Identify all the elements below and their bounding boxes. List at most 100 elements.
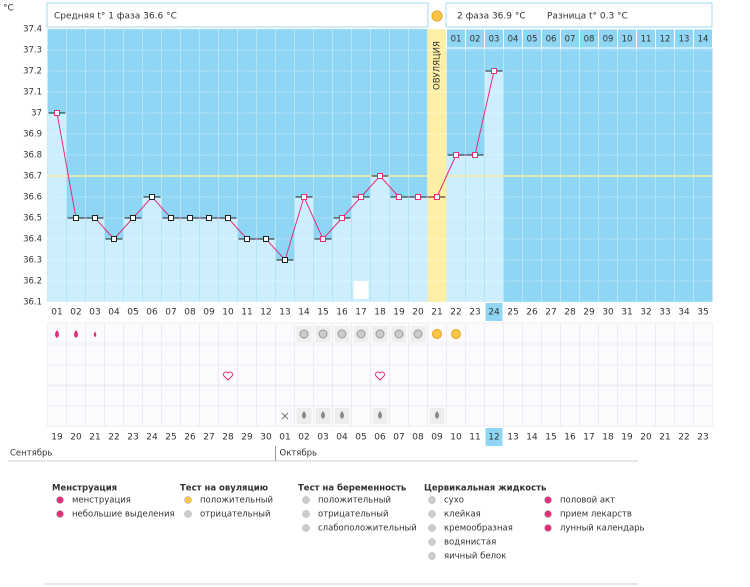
x-tick-label: 30 bbox=[602, 308, 614, 318]
date-label: 22 bbox=[108, 433, 119, 443]
temperature-bar bbox=[48, 113, 66, 302]
temperature-bar bbox=[124, 218, 142, 302]
temperature-bar bbox=[390, 197, 408, 302]
point bbox=[358, 194, 364, 200]
ovulation-label: ОВУЛЯЦИЯ bbox=[433, 41, 443, 90]
date-label: 25 bbox=[165, 433, 176, 443]
date-label: 08 bbox=[412, 433, 424, 443]
date-label: 04 bbox=[336, 433, 348, 443]
y-tick-label: 37.4 bbox=[23, 25, 42, 35]
date-label: 16 bbox=[564, 433, 576, 443]
legend-item: водянистая bbox=[444, 538, 496, 548]
legend-item: прием лекарств bbox=[560, 510, 632, 520]
temperature-bar bbox=[67, 218, 85, 302]
date-label: 13 bbox=[507, 433, 518, 443]
legend-icon bbox=[544, 496, 552, 504]
temperature-bar bbox=[485, 71, 503, 302]
date-label: 15 bbox=[545, 433, 556, 443]
x-tick-label: 07 bbox=[165, 308, 176, 318]
legend-icon bbox=[302, 524, 310, 532]
x-tick-label: 13 bbox=[279, 308, 290, 318]
point bbox=[415, 194, 421, 200]
x-tick-label: 35 bbox=[697, 308, 708, 318]
y-tick-label: 36.6 bbox=[23, 193, 42, 203]
month-label: Октябрь bbox=[280, 449, 318, 459]
temperature-bar bbox=[200, 218, 218, 302]
temperature-bar bbox=[86, 218, 104, 302]
date-label: 18 bbox=[602, 433, 614, 443]
y-unit: °C bbox=[3, 4, 14, 14]
legend-item: сухо bbox=[444, 496, 464, 506]
phase2-day: 01 bbox=[451, 35, 462, 45]
temperature-bar bbox=[143, 197, 161, 302]
date-label: 21 bbox=[89, 433, 100, 443]
date-label: 07 bbox=[393, 433, 404, 443]
point bbox=[320, 236, 326, 242]
x-tick-label: 01 bbox=[51, 308, 62, 318]
point bbox=[225, 215, 231, 221]
y-tick-label: 37.3 bbox=[23, 46, 42, 56]
date-label: 05 bbox=[355, 433, 366, 443]
legend-icon bbox=[184, 510, 192, 518]
phase2-cell bbox=[693, 28, 713, 49]
legend-icon bbox=[56, 510, 64, 518]
spotting-icon bbox=[93, 331, 97, 338]
x-tick-label: 19 bbox=[393, 308, 405, 318]
date-label: 02 bbox=[298, 433, 309, 443]
legend-item: отрицательный bbox=[318, 510, 388, 520]
menstruation-icon bbox=[55, 330, 59, 338]
date-label: 19 bbox=[51, 433, 63, 443]
x-tick-label: 23 bbox=[469, 308, 480, 318]
header-phase1 bbox=[46, 2, 429, 28]
y-tick-label: 36.5 bbox=[23, 214, 42, 224]
date-label: 01 bbox=[279, 433, 290, 443]
date-label: 17 bbox=[583, 433, 594, 443]
date-label: 12 bbox=[488, 433, 499, 443]
ovulation-test-negative bbox=[413, 329, 423, 339]
moon-box bbox=[353, 281, 369, 299]
symbol-row bbox=[47, 385, 713, 407]
y-tick-label: 37.1 bbox=[23, 88, 42, 98]
menstruation-icon bbox=[74, 330, 78, 338]
phase2-day: 05 bbox=[527, 35, 538, 45]
phase2-day: 14 bbox=[698, 35, 709, 45]
symbol-row bbox=[47, 344, 713, 366]
legend-title: Тест на овуляцию bbox=[180, 484, 268, 494]
x-tick-label: 03 bbox=[89, 308, 100, 318]
temperature-bar bbox=[447, 155, 465, 302]
date-label: 03 bbox=[317, 433, 328, 443]
x-tick-label: 21 bbox=[431, 308, 442, 318]
point bbox=[472, 152, 478, 158]
legend-icon bbox=[428, 552, 436, 560]
x-tick-label: 11 bbox=[241, 308, 252, 318]
point bbox=[263, 236, 269, 242]
date-label: 09 bbox=[431, 433, 443, 443]
ovulation-test-positive bbox=[451, 329, 461, 339]
date-label: 10 bbox=[450, 433, 462, 443]
temperature-bar bbox=[409, 197, 427, 302]
current-day-bg bbox=[485, 303, 503, 321]
legend-item: слабоположительный bbox=[318, 524, 417, 534]
header-phase2 bbox=[445, 2, 713, 28]
point bbox=[301, 194, 307, 200]
ovulation-test-negative bbox=[394, 329, 404, 339]
y-tick-label: 36.7 bbox=[23, 172, 42, 182]
date-label: 22 bbox=[678, 433, 689, 443]
month-label: Сентябрь bbox=[10, 449, 52, 459]
point bbox=[187, 215, 193, 221]
y-tick-label: 36.2 bbox=[23, 277, 42, 287]
watery-icon bbox=[302, 411, 306, 419]
phase2-day: 03 bbox=[489, 35, 500, 45]
phase2-day: 12 bbox=[660, 35, 671, 45]
point bbox=[130, 215, 136, 221]
ovulation-test-negative bbox=[337, 329, 347, 339]
phase2-day: 13 bbox=[679, 35, 690, 45]
x-tick-label: 26 bbox=[526, 308, 538, 318]
x-tick-label: 16 bbox=[336, 308, 348, 318]
phase2-day: 04 bbox=[508, 35, 519, 45]
legend-item: лунный календарь bbox=[560, 524, 645, 534]
date-label: 11 bbox=[469, 433, 480, 443]
point bbox=[434, 194, 440, 200]
ovulation-test-negative bbox=[299, 329, 309, 339]
x-tick-label: 09 bbox=[203, 308, 215, 318]
